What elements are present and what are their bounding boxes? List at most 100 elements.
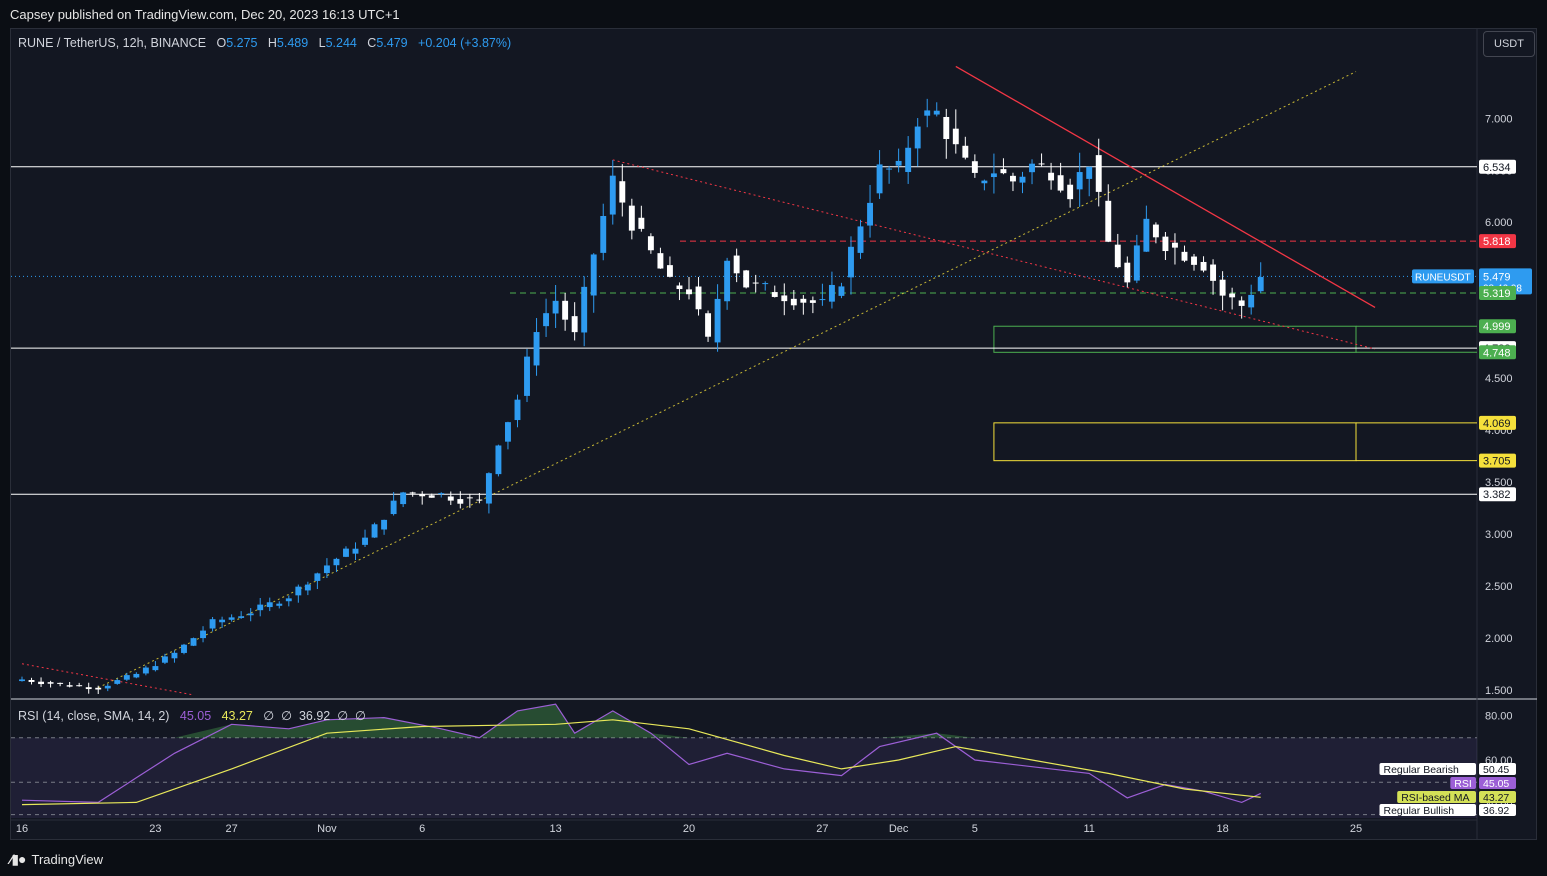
candle-down[interactable] — [85, 687, 92, 690]
candle-down[interactable] — [733, 255, 740, 274]
candle-up[interactable] — [533, 332, 540, 366]
candle-up[interactable] — [257, 604, 264, 611]
candle-down[interactable] — [666, 265, 673, 277]
candle-down[interactable] — [628, 205, 635, 231]
candle-up[interactable] — [343, 548, 349, 557]
candle-up[interactable] — [200, 630, 206, 639]
candle-up[interactable] — [247, 613, 254, 616]
candle-up[interactable] — [981, 180, 988, 184]
candle-down[interactable] — [781, 295, 788, 302]
rsi-title[interactable]: RSI (14, close, SMA, 14, 2) — [18, 709, 170, 723]
candle-down[interactable] — [1191, 256, 1197, 265]
candle-down[interactable] — [809, 300, 816, 303]
candle-up[interactable] — [1248, 294, 1255, 308]
candle-down[interactable] — [47, 682, 54, 684]
candle-down[interactable] — [943, 116, 950, 140]
candle-up[interactable] — [1019, 176, 1026, 183]
candle-up[interactable] — [848, 246, 854, 278]
rsi-line[interactable] — [21, 703, 1261, 804]
candle-up[interactable] — [304, 584, 311, 591]
candle-up[interactable] — [1257, 277, 1264, 292]
candle-down[interactable] — [1172, 242, 1178, 248]
candle-up[interactable] — [857, 226, 864, 253]
candle-down[interactable] — [695, 286, 702, 310]
candle-up[interactable] — [990, 173, 997, 178]
candle-up[interactable] — [1143, 218, 1150, 252]
candle-down[interactable] — [38, 681, 45, 685]
candle-down[interactable] — [1200, 261, 1207, 271]
candle-up[interactable] — [819, 299, 826, 301]
candle-up[interactable] — [543, 313, 550, 327]
candle-up[interactable] — [714, 298, 721, 343]
candle-up[interactable] — [552, 300, 559, 314]
candle-down[interactable] — [466, 497, 473, 499]
candle-up[interactable] — [390, 500, 397, 515]
candle-down[interactable] — [638, 217, 645, 229]
candle-up[interactable] — [209, 619, 216, 629]
candle-up[interactable] — [104, 685, 111, 689]
candle-down[interactable] — [409, 492, 416, 494]
candle-up[interactable] — [362, 537, 368, 545]
candle-down[interactable] — [1124, 262, 1131, 283]
candle-down[interactable] — [1010, 175, 1016, 182]
candle-up[interactable] — [1076, 172, 1083, 190]
candle-down[interactable] — [66, 685, 73, 687]
candle-up[interactable] — [123, 675, 130, 680]
candle-up[interactable] — [438, 493, 445, 495]
candle-up[interactable] — [371, 524, 378, 538]
footer-brand[interactable]: ⁄▮● TradingView — [10, 851, 103, 868]
candle-down[interactable] — [95, 687, 102, 690]
candle-down[interactable] — [1067, 184, 1074, 200]
candle-up[interactable] — [228, 617, 235, 620]
candle-up[interactable] — [142, 667, 149, 674]
candle-up[interactable] — [219, 619, 226, 623]
candle-up[interactable] — [314, 573, 321, 581]
candle-down[interactable] — [1238, 300, 1245, 306]
candle-up[interactable] — [171, 652, 178, 659]
candle-down[interactable] — [971, 161, 978, 173]
candle-up[interactable] — [323, 565, 330, 574]
candle-down[interactable] — [647, 236, 654, 251]
candle-down[interactable] — [705, 313, 712, 337]
candle-up[interactable] — [505, 422, 511, 442]
candle-up[interactable] — [1029, 163, 1035, 173]
candle-up[interactable] — [181, 644, 187, 653]
candle-up[interactable] — [352, 548, 359, 554]
candle-up[interactable] — [1086, 166, 1093, 179]
candle-down[interactable] — [1000, 169, 1007, 174]
candle-down[interactable] — [476, 499, 483, 501]
candle-up[interactable] — [895, 160, 902, 166]
candle-up[interactable] — [19, 679, 25, 682]
candle-down[interactable] — [1152, 224, 1159, 238]
trendline[interactable] — [612, 159, 1376, 350]
candle-down[interactable] — [1162, 236, 1169, 252]
candle-up[interactable] — [905, 147, 912, 173]
candle-down[interactable] — [800, 298, 807, 303]
candle-up[interactable] — [190, 638, 197, 646]
candle-down[interactable] — [419, 494, 426, 497]
candle-up[interactable] — [333, 558, 340, 566]
candle-up[interactable] — [867, 202, 873, 226]
trendline[interactable] — [955, 65, 1376, 308]
candle-up[interactable] — [581, 286, 588, 333]
candle-down[interactable] — [790, 298, 797, 306]
candle-up[interactable] — [886, 168, 893, 170]
candle-down[interactable] — [1114, 244, 1121, 268]
trendline[interactable] — [98, 71, 1357, 689]
candle-up[interactable] — [238, 616, 245, 618]
currency-button[interactable]: USDT — [1483, 31, 1535, 57]
zone-box[interactable] — [993, 325, 1357, 353]
candle-up[interactable] — [609, 175, 616, 215]
candle-up[interactable] — [133, 673, 140, 678]
candle-up[interactable] — [114, 680, 121, 684]
candle-down[interactable] — [1048, 172, 1055, 181]
candle-up[interactable] — [914, 126, 921, 149]
candle-up[interactable] — [381, 519, 388, 530]
candle-up[interactable] — [495, 445, 502, 475]
candle-up[interactable] — [924, 110, 931, 116]
candle-up[interactable] — [762, 283, 769, 285]
candle-down[interactable] — [952, 128, 959, 145]
candle-up[interactable] — [285, 598, 292, 602]
candle-down[interactable] — [1219, 279, 1226, 296]
